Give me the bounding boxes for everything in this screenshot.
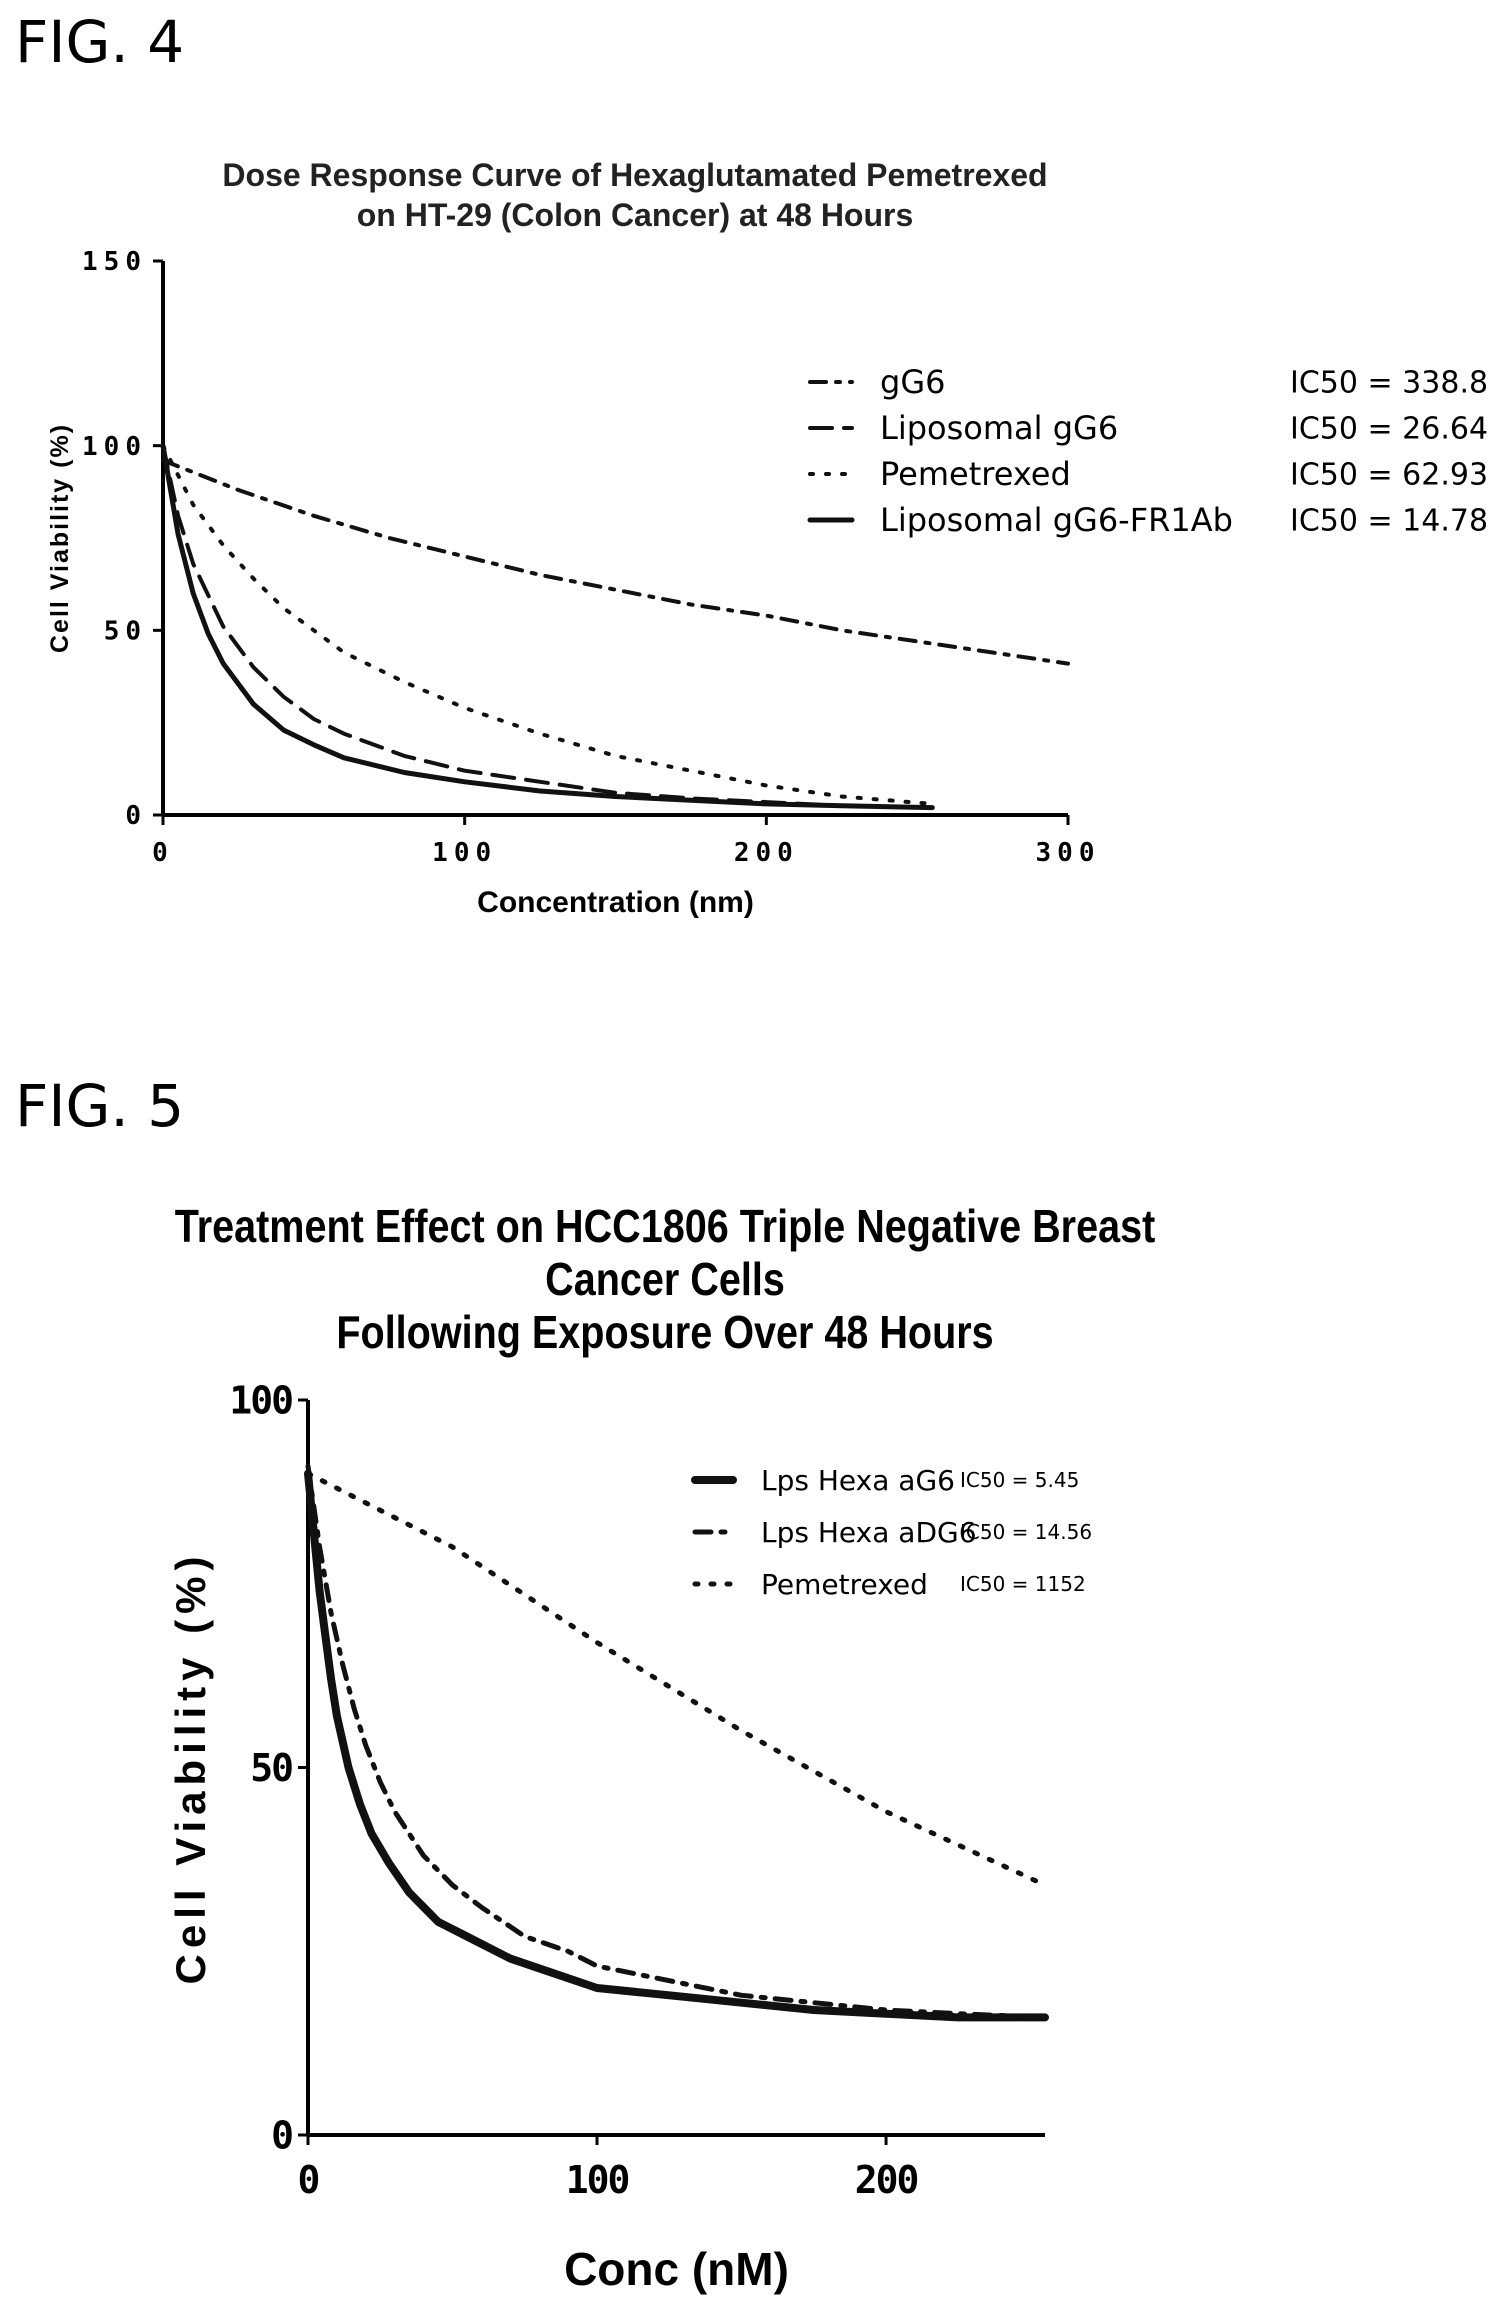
chart-2-legend-ic50-0: IC50 = 5.45	[960, 1468, 1079, 1492]
chart-1-legend-ic50-1: IC50 = 26.64	[1290, 412, 1488, 447]
chart-2-x-tick-label: 0	[298, 2158, 319, 2202]
chart-1-plot: 0 100 200 300 0 50 100 150 Concentration (nm) Cel…	[46, 247, 1488, 919]
chart-1-y-axis-label: Cell Viability (%)	[46, 423, 74, 653]
chart-2-series-0-line	[304, 1469, 1049, 2022]
chart-2-legend-label-2: Pemetrexed	[761, 1568, 928, 1601]
chart-1-legend-ic50-0: IC50 = 338.8	[1290, 366, 1488, 401]
chart-2-x-tick-label: 200	[855, 2158, 918, 2202]
chart-2-title: Treatment Effect on HCC1806 Triple Negat…	[174, 1200, 1156, 1358]
chart-2-x-tick-label: 100	[566, 2158, 629, 2202]
chart-1-title: Dose Response Curve of Hexaglutamated Pe…	[222, 157, 1048, 233]
figure-5-label: FIG. 5	[15, 1072, 185, 1140]
chart-1-x-tick-label: 100	[432, 838, 497, 868]
chart-1-legend-label-1: Liposomal gG6	[880, 409, 1118, 447]
chart-1-x-tick-label: 300	[1036, 838, 1101, 868]
chart-2-y-axis-label: Cell Viability (%)	[167, 1551, 214, 1985]
chart-2-legend-label-1: Lps Hexa aDG6	[761, 1516, 977, 1549]
chart-1-series-0-line	[161, 458, 1070, 666]
chart-1-series-3-line	[160, 443, 935, 811]
chart-2-y-tick-label: 100	[229, 1378, 292, 1422]
figure-4-label: FIG. 4	[15, 8, 185, 76]
chart-1-y-tick-label: 50	[104, 616, 147, 646]
chart-2-y-tick-label: 0	[271, 2113, 292, 2157]
chart-1-y-tick-label: 100	[82, 432, 147, 462]
chart-2-x-axis-label: Conc (nM)	[564, 2243, 789, 2295]
chart-1-legend-label-0: gG6	[880, 363, 945, 401]
chart-1-x-tick-label: 200	[734, 838, 799, 868]
chart-1-x-tick-label: 0	[152, 838, 174, 868]
chart-2-y-tick-label: 50	[250, 1746, 292, 1790]
chart-2-series-2-line	[305, 1471, 1048, 1888]
chart-1-x-axis-label: Concentration (nm)	[477, 886, 754, 919]
chart-1-legend-ic50-2: IC50 = 62.93	[1290, 458, 1488, 493]
chart-1-y-tick-label: 0	[125, 801, 147, 831]
chart-2-legend-ic50-1: IC50 = 14.56	[960, 1520, 1092, 1544]
chart-1-legend-ic50-3: IC50 = 14.78	[1290, 504, 1488, 539]
chart-2-legend-label-0: Lps Hexa aG6	[761, 1464, 955, 1497]
chart-1-series-2-line	[161, 443, 935, 806]
chart-2-series-1-line	[305, 1463, 1048, 2020]
chart-1-legend-label-2: Pemetrexed	[880, 455, 1071, 493]
chart-1-legend-label-3: Liposomal gG6-FR1Ab	[880, 501, 1233, 539]
chart-1-y-tick-label: 150	[82, 247, 147, 277]
chart-2-legend-ic50-2: IC50 = 1152	[960, 1572, 1086, 1596]
